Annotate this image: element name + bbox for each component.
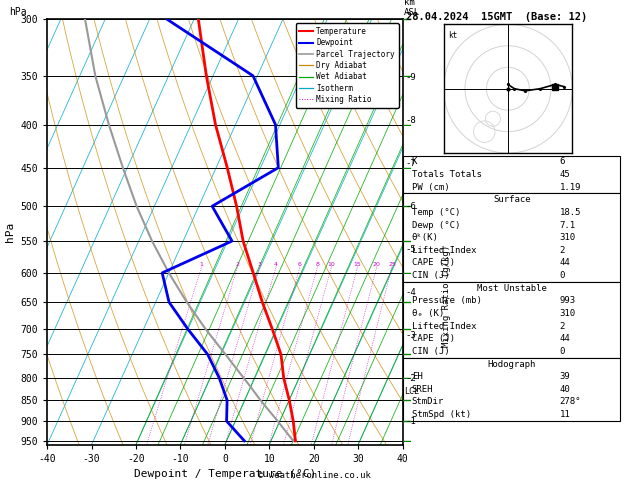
Text: -4: -4	[405, 288, 416, 297]
Text: 2: 2	[559, 246, 565, 255]
Text: θᵏ(K): θᵏ(K)	[412, 233, 439, 242]
Text: -3: -3	[405, 331, 416, 340]
Text: -9: -9	[405, 73, 416, 82]
Legend: Temperature, Dewpoint, Parcel Trajectory, Dry Adiabat, Wet Adiabat, Isotherm, Mi: Temperature, Dewpoint, Parcel Trajectory…	[296, 23, 399, 107]
Text: 15: 15	[353, 262, 362, 267]
Text: -2: -2	[405, 374, 416, 383]
Text: 3: 3	[258, 262, 262, 267]
Text: CIN (J): CIN (J)	[412, 271, 450, 280]
Text: -7: -7	[405, 159, 416, 168]
Text: hPa: hPa	[9, 7, 27, 17]
Text: 993: 993	[559, 296, 576, 305]
Text: 44: 44	[559, 259, 570, 267]
Text: 4: 4	[274, 262, 278, 267]
Text: θₑ (K): θₑ (K)	[412, 309, 444, 318]
Text: 1.19: 1.19	[559, 183, 581, 191]
Text: Dewp (°C): Dewp (°C)	[412, 221, 460, 229]
FancyBboxPatch shape	[403, 193, 620, 282]
Text: StmDir: StmDir	[412, 398, 444, 406]
Text: Lifted Index: Lifted Index	[412, 322, 476, 330]
Text: 1: 1	[199, 262, 204, 267]
X-axis label: Dewpoint / Temperature (°C): Dewpoint / Temperature (°C)	[134, 469, 316, 479]
Text: kt: kt	[448, 31, 457, 40]
Text: Most Unstable: Most Unstable	[477, 284, 547, 293]
Text: 6: 6	[559, 157, 565, 166]
Text: -6: -6	[405, 202, 416, 211]
Text: Mixing Ratio (g/kg): Mixing Ratio (g/kg)	[442, 245, 451, 347]
Text: CAPE (J): CAPE (J)	[412, 259, 455, 267]
Text: Totals Totals: Totals Totals	[412, 170, 482, 179]
Text: 2: 2	[235, 262, 240, 267]
Text: K: K	[412, 157, 417, 166]
Text: StmSpd (kt): StmSpd (kt)	[412, 410, 471, 419]
Text: -5: -5	[405, 245, 416, 254]
Text: Surface: Surface	[493, 195, 530, 204]
Text: SREH: SREH	[412, 385, 433, 394]
Text: 310: 310	[559, 233, 576, 242]
Text: 28.04.2024  15GMT  (Base: 12): 28.04.2024 15GMT (Base: 12)	[406, 12, 587, 22]
Text: 10: 10	[328, 262, 335, 267]
FancyBboxPatch shape	[403, 156, 620, 193]
Text: 0: 0	[559, 347, 565, 356]
Text: 45: 45	[559, 170, 570, 179]
Text: 25: 25	[388, 262, 396, 267]
Text: -1: -1	[405, 417, 416, 426]
Text: Lifted Index: Lifted Index	[412, 246, 476, 255]
Text: 11: 11	[559, 410, 570, 419]
Text: LCL: LCL	[404, 387, 419, 396]
Text: 20: 20	[373, 262, 381, 267]
Text: 310: 310	[559, 309, 576, 318]
Text: 44: 44	[559, 334, 570, 343]
Text: Hodograph: Hodograph	[487, 360, 536, 368]
Text: 0: 0	[559, 271, 565, 280]
Y-axis label: hPa: hPa	[5, 222, 15, 242]
Text: 8: 8	[316, 262, 320, 267]
Text: Temp (°C): Temp (°C)	[412, 208, 460, 217]
Text: km
ASL: km ASL	[404, 0, 420, 17]
Text: 18.5: 18.5	[559, 208, 581, 217]
FancyBboxPatch shape	[403, 358, 620, 421]
Text: -8: -8	[405, 116, 416, 125]
FancyBboxPatch shape	[403, 282, 620, 358]
Text: 6: 6	[298, 262, 302, 267]
Text: © weatheronline.co.uk: © weatheronline.co.uk	[258, 471, 371, 480]
Text: 40: 40	[559, 385, 570, 394]
Text: 39: 39	[559, 372, 570, 381]
Text: 7.1: 7.1	[559, 221, 576, 229]
Text: CAPE (J): CAPE (J)	[412, 334, 455, 343]
Text: PW (cm): PW (cm)	[412, 183, 450, 191]
Text: EH: EH	[412, 372, 423, 381]
Text: 278°: 278°	[559, 398, 581, 406]
Text: 2: 2	[559, 322, 565, 330]
Text: CIN (J): CIN (J)	[412, 347, 450, 356]
Text: Pressure (mb): Pressure (mb)	[412, 296, 482, 305]
